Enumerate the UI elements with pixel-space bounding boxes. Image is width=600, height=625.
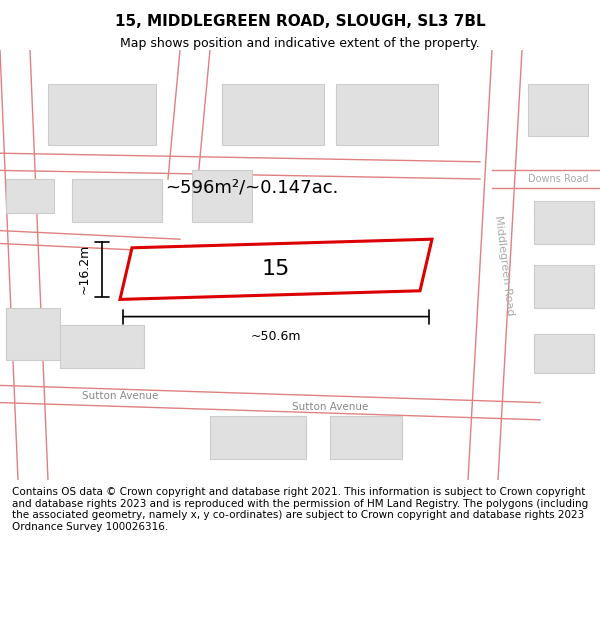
Bar [336,84,438,144]
Bar [528,84,588,136]
Text: 15, MIDDLEGREEN ROAD, SLOUGH, SL3 7BL: 15, MIDDLEGREEN ROAD, SLOUGH, SL3 7BL [115,14,485,29]
Bar [48,84,156,144]
Text: Downs Road: Downs Road [528,174,588,184]
Polygon shape [120,239,432,299]
Bar [534,201,594,244]
Bar [534,265,594,308]
Text: ~596m²/~0.147ac.: ~596m²/~0.147ac. [166,179,338,197]
Bar [534,334,594,372]
Text: Map shows position and indicative extent of the property.: Map shows position and indicative extent… [120,38,480,51]
Bar [6,308,60,359]
Text: 15: 15 [262,259,290,279]
Text: Middlegreen Road: Middlegreen Road [493,214,515,316]
Bar [330,416,402,459]
Bar [222,84,324,144]
Text: ~50.6m: ~50.6m [251,329,301,342]
Bar [6,179,54,213]
Text: Sutton Avenue: Sutton Avenue [292,402,368,412]
Text: ~16.2m: ~16.2m [77,244,91,294]
Text: Sutton Avenue: Sutton Avenue [82,391,158,401]
Bar [192,171,252,222]
Bar [210,416,306,459]
Bar [72,179,162,222]
Text: Contains OS data © Crown copyright and database right 2021. This information is : Contains OS data © Crown copyright and d… [12,488,588,532]
Bar [60,325,144,368]
